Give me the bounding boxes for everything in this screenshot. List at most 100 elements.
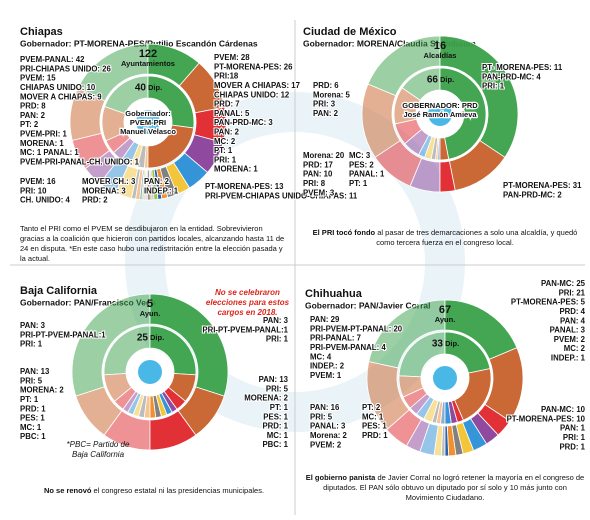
party-label: PRD: 7 xyxy=(214,100,240,109)
note-text: al pasar de tres demarcaciones a solo un… xyxy=(375,228,578,247)
party-label: PVEM: 15 xyxy=(20,74,56,83)
inner-label: Dip. xyxy=(445,339,459,348)
inner-count: 66 xyxy=(427,75,439,86)
note-text: Tanto el PRI como el PVEM se desdibujaro… xyxy=(20,224,285,263)
ring-segment xyxy=(149,410,197,451)
party-label: PAN: 2 xyxy=(214,127,240,136)
ring-segment xyxy=(444,425,450,457)
center-dot xyxy=(138,360,162,384)
party-label: PRI: 5 xyxy=(266,384,289,393)
note-text: de Javier Corral no logró retener la may… xyxy=(323,473,585,502)
ring-segment xyxy=(147,124,195,169)
ring-segment xyxy=(149,395,157,419)
party-label: PRD: 4 xyxy=(559,307,585,316)
party-label: MORENA: 3 xyxy=(82,186,126,195)
party-label: PVEM-PRI: 1 xyxy=(20,129,67,138)
party-label: CHIAPAS UNIDO: 12 xyxy=(214,90,290,99)
party-label: PES: 1 xyxy=(263,412,288,421)
party-label: MOVER A CHIAPAS: 17 xyxy=(214,81,300,90)
party-label: PVEM-PANAL: 42 xyxy=(20,55,85,64)
ring-segment xyxy=(444,401,452,425)
note-text: el congreso estatal ni las presidencias … xyxy=(91,486,265,495)
governor: Gobernador: PT-MORENA-PES/Rutilio Escand… xyxy=(20,38,258,48)
ring-segment xyxy=(439,160,456,193)
party-label: PAN: 13 xyxy=(259,375,289,384)
center-label: PVEM-PRI xyxy=(130,118,166,127)
party-label: PRD: 2 xyxy=(82,196,108,205)
party-label: PRI: 3 xyxy=(313,100,336,109)
outer-count: 5 xyxy=(147,298,153,310)
party-label: MORENA: 2 xyxy=(20,386,64,395)
party-label: PRD: 6 xyxy=(313,81,339,90)
party-label: PT-MORENA-PES: 10 xyxy=(507,414,586,423)
party-label: PT: 2 xyxy=(20,120,39,129)
party-label: PAN-PRD-MC: 4 xyxy=(482,72,541,81)
party-label: PRI: 5 xyxy=(20,376,43,385)
party-label: PRI: 1 xyxy=(214,155,237,164)
party-label: CH. UNIDO: 4 xyxy=(20,196,70,205)
party-label: PRI-PANAL: 7 xyxy=(310,334,361,343)
inner-label: Dip. xyxy=(440,75,454,84)
party-label: PRI: 10 xyxy=(20,186,47,195)
party-label: PRI-PVEM-CHIAPAS UNIDO-CHIAPAS: 11 xyxy=(205,191,358,200)
party-label: PVEM: 16 xyxy=(20,177,56,186)
footnote: *PBC= Partido de Baja California xyxy=(58,440,138,460)
note: No se renovó el congreso estatal ni las … xyxy=(20,486,288,496)
party-label: PAN-MC: 10 xyxy=(541,405,586,414)
center-dot xyxy=(136,110,160,134)
note-text: No se renovó xyxy=(43,486,92,495)
party-label: PAN: 1 xyxy=(560,424,586,433)
panel-title: Chiapas xyxy=(20,26,63,38)
party-label: PES: 1 xyxy=(362,422,387,431)
party-label: PRI-PVEM-PANAL: 4 xyxy=(310,343,386,352)
party-label: PES: 2 xyxy=(349,160,374,169)
party-label: Morena: 2 xyxy=(310,431,347,440)
party-label: PRI: 1 xyxy=(266,335,289,344)
outer-count: 67 xyxy=(439,304,451,316)
party-label: PT: 1 xyxy=(270,403,289,412)
party-label: INDEP.: 2 xyxy=(310,362,345,371)
inner-label: Dip. xyxy=(148,83,162,92)
party-label: PRI:18 xyxy=(214,72,239,81)
note-text: El PRI tocó fondo xyxy=(312,228,376,237)
party-label: PVEM: 28 xyxy=(214,53,250,62)
party-label: PVEM: 2 xyxy=(554,335,586,344)
party-label: PAN: 16 xyxy=(310,403,340,412)
party-label: PBC: 1 xyxy=(20,432,46,441)
ring-segment xyxy=(439,67,487,160)
ring-segment xyxy=(439,137,450,161)
party-label: PAN: 29 xyxy=(310,315,340,324)
ring-segment xyxy=(439,35,519,158)
party-label: PVEM: 2 xyxy=(310,440,342,449)
party-label: MC: 2 xyxy=(564,344,586,353)
party-label: PRI-PVEM-PT-PANAL: 20 xyxy=(310,324,403,333)
party-label: PRI-PT-PVEM-PANAL:1 xyxy=(20,330,106,339)
party-label: PRI: 1 xyxy=(482,82,505,91)
party-label: PAN: 2 xyxy=(313,109,339,118)
center-label: Manuel Velasco xyxy=(120,127,176,136)
party-label: MC: 2 xyxy=(214,137,236,146)
party-label: PRD: 1 xyxy=(20,404,46,413)
panel-title: Ciudad de México xyxy=(303,26,397,38)
party-label: PRD: 1 xyxy=(262,422,288,431)
party-label: INDEP.: 1 xyxy=(144,186,179,195)
party-label: MORENA: 1 xyxy=(214,165,258,174)
outer-label: Ayun. xyxy=(435,315,456,324)
party-label: PRD: 1 xyxy=(559,442,585,451)
party-label: PAN: 3 xyxy=(20,321,46,330)
note: El PRI tocó fondo al pasar de tres demar… xyxy=(305,228,585,248)
party-label: PT: 1 xyxy=(20,395,39,404)
party-label: PAN: 13 xyxy=(20,367,50,376)
party-label: PVEM: 1 xyxy=(310,371,342,380)
panel-title: Chihuahua xyxy=(305,288,363,300)
governor: Gobernador: MORENA/Claudia Sheinbaum xyxy=(303,38,476,48)
governor: Gobernador: PAN/Francisco Vega xyxy=(20,297,156,307)
party-label: PAN-PRD-MC: 3 xyxy=(214,118,273,127)
note: El gobierno panista de Javier Corral no … xyxy=(305,473,585,503)
note-text: *PBC= Partido de Baja California xyxy=(66,440,130,459)
party-label: PAN: 3 xyxy=(263,316,289,325)
party-label: PANAL: 5 xyxy=(214,109,250,118)
note-text: No se celebraron elecciones para estos c… xyxy=(205,288,290,317)
party-label: PRI-CHIAPAS UNIDO: 26 xyxy=(20,64,111,73)
